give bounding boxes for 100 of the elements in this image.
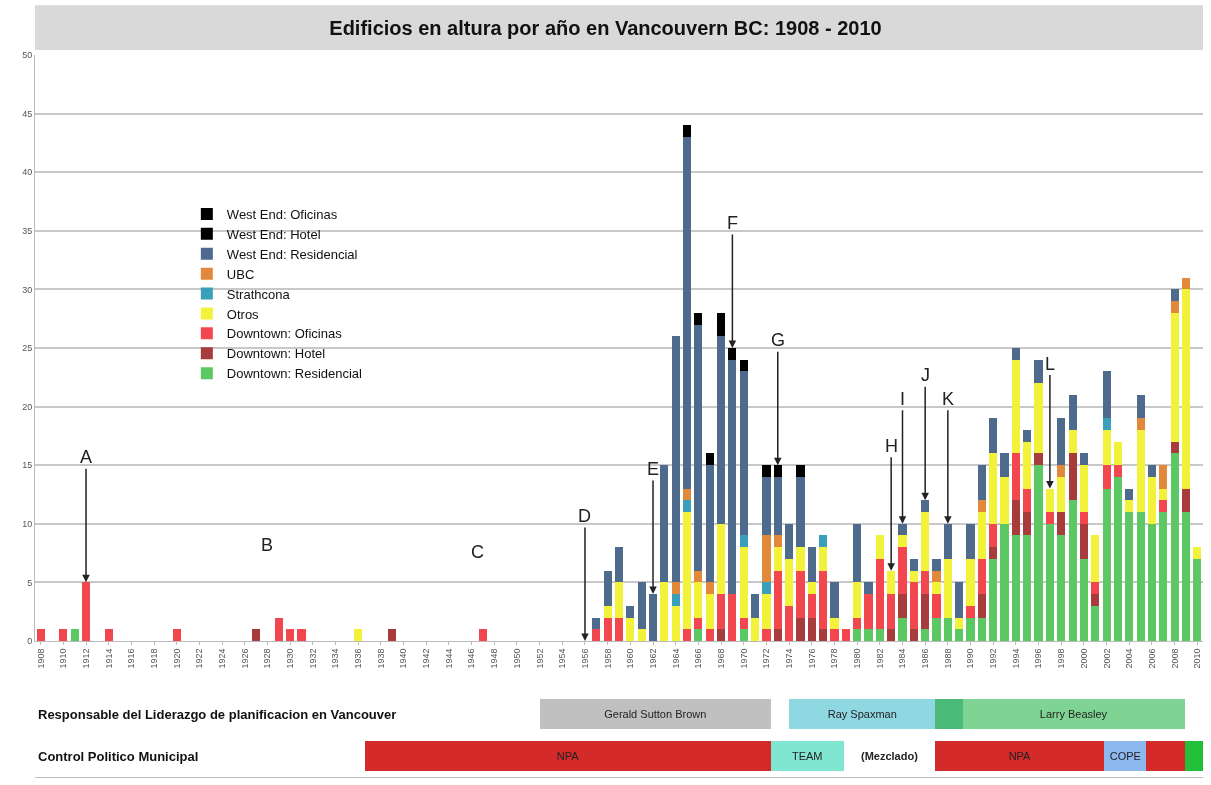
bar [977,500,986,513]
bar [1023,441,1032,489]
bar [671,336,680,583]
bar [682,488,692,501]
bar [1079,465,1089,513]
bar [898,617,907,641]
bar [694,312,703,325]
x-tick-label: 1994 [1010,648,1021,669]
bar [1068,394,1077,430]
x-tick-label: 1908 [35,648,46,669]
bar [1023,488,1032,513]
bar [898,547,907,595]
bar [909,582,918,630]
bar [875,558,884,630]
annotation: I [900,389,906,409]
x-tick-label: 1988 [942,648,953,669]
bar [705,629,714,641]
y-tick-label: 35 [22,225,33,236]
bar [762,465,771,477]
bar [716,523,726,595]
bar [705,594,714,630]
bar [1159,512,1168,641]
x-tick-label: 1986 [920,648,931,669]
bar [864,594,873,630]
bar [989,558,998,641]
annotation: A [80,447,93,467]
bar [1000,476,1009,524]
bar [1079,512,1089,524]
bar [955,629,964,641]
bar [977,512,986,559]
bar [36,629,45,641]
y-tick-label: 15 [22,460,33,471]
bar [671,582,680,595]
bar [966,523,975,559]
x-tick-label: 1960 [625,648,636,669]
legend-label: West End: Oficinas [226,207,338,223]
annotation: C [471,542,484,562]
bar [773,535,782,548]
bar [1170,441,1179,454]
legend-label: Downtown: Hotel [226,346,326,362]
bar [796,570,805,618]
bar [751,594,760,618]
bar [807,594,816,618]
bar [932,582,941,595]
annotation: B [261,535,274,555]
bar [853,617,862,630]
bar [932,570,941,583]
bar [1125,500,1134,513]
bar [1170,453,1179,641]
bar [1057,512,1066,536]
bar [898,535,907,548]
bar [1023,535,1032,641]
bar [1011,535,1020,641]
x-tick-label: 1964 [670,648,681,669]
series-label: COPE [1109,750,1141,763]
annotation: F [727,213,738,233]
chart-title: Edificios en altura por año en Vancouvern BC: 1908 - 2010 [329,17,882,39]
bar [1023,430,1032,442]
bar [614,547,624,583]
bar [603,617,612,641]
annotation: E [647,459,660,479]
series-label: Larry Beasley [1039,708,1108,721]
bar [274,617,283,641]
bar [1023,512,1032,536]
bar [807,617,816,641]
bar [819,535,828,548]
bar [921,512,930,571]
bar [478,629,487,641]
x-tick-label: 1982 [874,648,885,669]
y-tick-label: 50 [22,50,33,61]
bar [637,629,646,641]
bar [1045,512,1054,524]
bar [694,570,703,583]
bar [841,629,850,641]
bar [762,582,771,595]
legend-label: Otros [226,306,260,322]
bar [762,535,771,583]
bar [660,465,669,583]
x-tick-label: 1922 [194,648,205,669]
bar [989,453,998,524]
bar [286,629,295,641]
bar [671,594,680,606]
bar [1113,441,1123,466]
bar [1193,558,1202,641]
bar [1170,289,1179,302]
bar [1068,500,1077,641]
bar [1068,453,1077,501]
bar [739,535,748,548]
bar [1011,347,1020,360]
bar [603,570,612,606]
bar [1147,465,1157,477]
bar [943,558,952,618]
annotation: L [1045,354,1056,374]
bar [682,629,692,641]
bar [1113,476,1123,641]
annotation: J [921,365,930,385]
bar [682,137,692,489]
bar [1034,359,1043,384]
bar [1181,512,1191,641]
bar [1170,301,1179,313]
